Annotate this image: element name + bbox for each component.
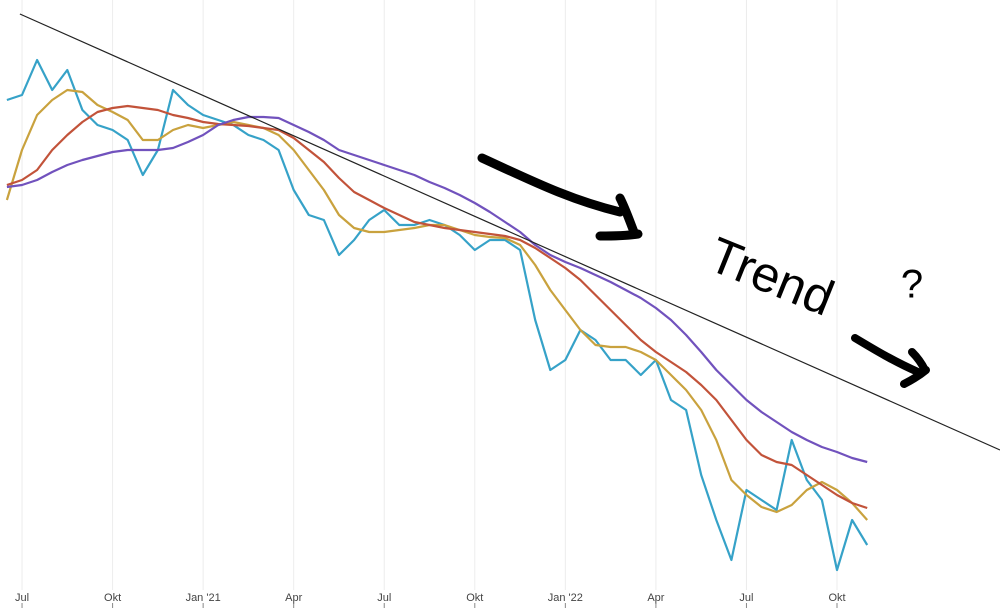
x-tick-label: Apr	[647, 592, 664, 604]
arrow	[851, 334, 930, 388]
x-tick-label: Jul	[377, 592, 391, 604]
annotation: ?	[901, 263, 923, 307]
series-line	[6, 115, 868, 464]
arrow	[477, 153, 643, 241]
x-tick-label: Okt	[104, 592, 121, 604]
grid: Jul Okt Jan '21 Apr Jul Okt Jan '22 Apr Jul Okt	[15, 0, 846, 608]
series-line	[5, 88, 869, 521]
x-tick-label: Jan '21	[186, 592, 221, 604]
series-line	[6, 58, 869, 572]
lines	[5, 13, 1000, 572]
x-tick-label: Okt	[466, 592, 483, 604]
annotation: Trend	[701, 226, 841, 326]
series-line	[6, 104, 868, 510]
x-tick-label: Jan '22	[548, 592, 583, 604]
x-tick-label: Okt	[828, 592, 845, 604]
x-tick-label: Jul	[739, 592, 753, 604]
x-tick-label: Apr	[285, 592, 302, 604]
series-line	[19, 13, 1000, 451]
x-tick-label: Jul	[15, 592, 29, 604]
